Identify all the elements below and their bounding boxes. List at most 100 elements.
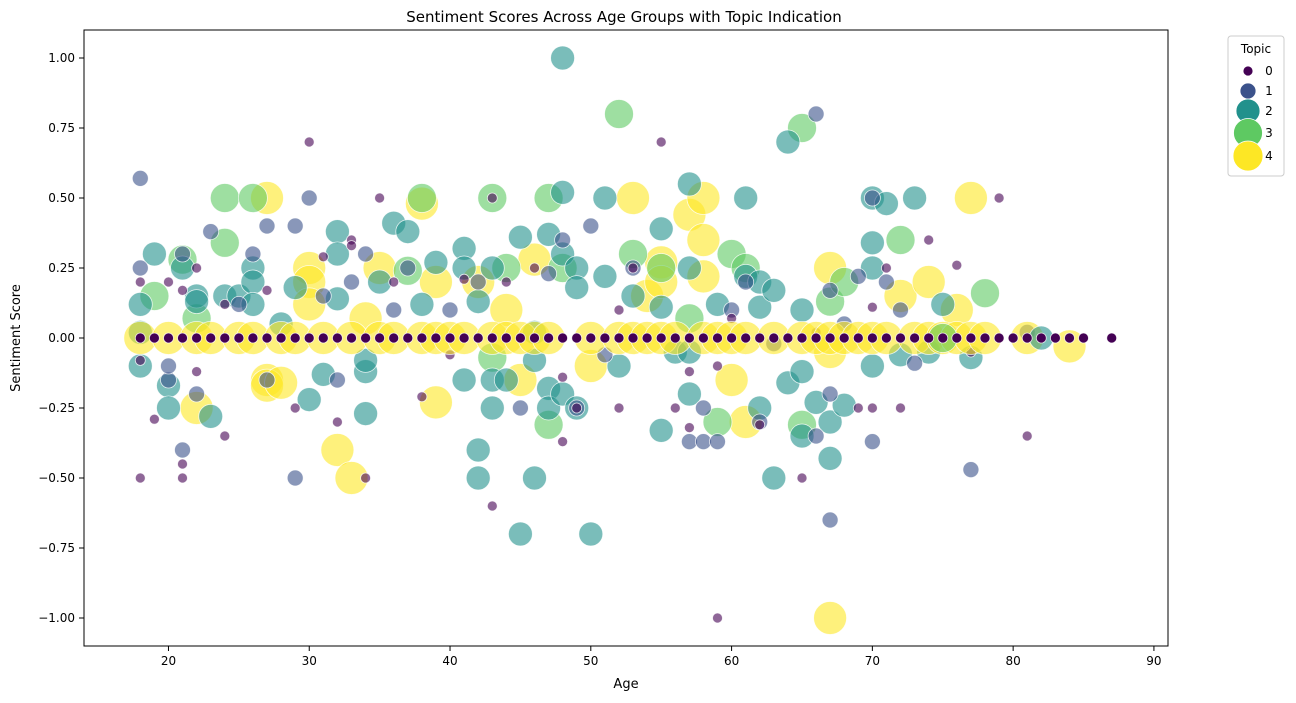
data-point — [418, 385, 453, 420]
data-point — [852, 402, 864, 414]
data-point — [557, 371, 568, 383]
data-point — [177, 332, 188, 344]
data-point — [684, 332, 695, 344]
data-point — [261, 332, 273, 344]
data-point — [669, 402, 681, 414]
data-point — [582, 217, 600, 235]
data-point — [244, 245, 262, 263]
data-point — [737, 273, 755, 291]
data-point — [134, 354, 146, 366]
data-point — [775, 129, 801, 155]
data-point — [261, 284, 273, 296]
data-point — [550, 179, 575, 205]
data-point — [564, 275, 590, 301]
data-point — [669, 332, 681, 344]
series-topic-0 — [134, 136, 1033, 624]
data-point — [740, 332, 752, 344]
data-point — [881, 262, 892, 274]
data-point — [303, 332, 315, 344]
data-point — [469, 273, 487, 291]
data-point — [409, 291, 435, 317]
data-point — [585, 332, 597, 344]
data-point — [317, 332, 329, 344]
data-point — [686, 223, 721, 257]
legend-label: 3 — [1265, 126, 1273, 140]
data-point — [247, 332, 259, 344]
data-point — [374, 332, 386, 344]
data-point — [761, 465, 787, 491]
data-point — [529, 262, 540, 274]
data-point — [698, 332, 709, 344]
data-point — [416, 332, 428, 344]
data-point — [864, 433, 881, 451]
data-point — [174, 441, 191, 459]
data-point — [163, 332, 174, 344]
data-point — [237, 183, 268, 213]
data-point — [233, 332, 245, 344]
data-point — [1052, 329, 1087, 364]
series-topic-1 — [131, 105, 1036, 529]
data-point — [620, 283, 646, 309]
data-point — [1050, 332, 1061, 344]
data-point — [367, 269, 393, 295]
data-point — [230, 295, 248, 313]
data-point — [148, 413, 160, 425]
data-point — [240, 269, 266, 295]
data-point — [881, 332, 892, 344]
data-point — [465, 437, 491, 463]
data-point — [571, 332, 583, 344]
data-point — [156, 395, 181, 421]
data-point — [131, 259, 149, 277]
chart-title: Sentiment Scores Across Age Groups with … — [406, 8, 841, 26]
data-point — [160, 357, 177, 375]
data-point — [522, 465, 547, 491]
x-tick-label: 80 — [1006, 654, 1021, 668]
data-point — [500, 332, 512, 344]
data-point — [712, 360, 723, 372]
data-point — [754, 332, 766, 344]
data-point — [331, 332, 343, 344]
data-point — [864, 189, 881, 207]
data-point — [648, 417, 674, 443]
data-point — [937, 332, 949, 344]
data-point — [979, 332, 991, 344]
y-tick-label: −0.25 — [38, 401, 75, 415]
data-point — [512, 399, 529, 417]
data-point — [141, 241, 167, 267]
data-point — [406, 183, 437, 213]
data-point — [353, 401, 379, 427]
data-point — [796, 472, 808, 484]
data-point — [768, 332, 780, 344]
data-point — [571, 402, 583, 414]
data-point — [906, 354, 923, 372]
data-point — [677, 381, 702, 407]
legend-title: Topic — [1240, 42, 1271, 56]
y-tick-label: −0.50 — [38, 471, 75, 485]
data-point — [472, 332, 484, 344]
data-point — [867, 332, 878, 344]
legend-label: 4 — [1265, 149, 1273, 163]
data-point — [807, 427, 825, 445]
data-point — [479, 395, 505, 421]
data-point — [627, 332, 639, 344]
data-point — [885, 225, 916, 255]
data-point — [951, 332, 963, 344]
data-point — [550, 45, 575, 71]
data-point — [817, 409, 843, 435]
data-point — [134, 472, 146, 484]
data-point — [604, 99, 634, 129]
legend-entries: 0 1 2 3 4 — [1232, 64, 1273, 172]
data-point — [557, 436, 568, 448]
data-point — [592, 185, 618, 211]
data-point — [289, 402, 301, 414]
data-point — [402, 332, 414, 344]
data-point — [184, 289, 210, 315]
data-point — [357, 245, 375, 263]
data-point — [451, 367, 477, 393]
data-point — [191, 332, 203, 344]
data-point — [616, 181, 650, 215]
data-point — [416, 391, 428, 403]
data-point — [867, 301, 878, 313]
data-point — [423, 249, 449, 275]
